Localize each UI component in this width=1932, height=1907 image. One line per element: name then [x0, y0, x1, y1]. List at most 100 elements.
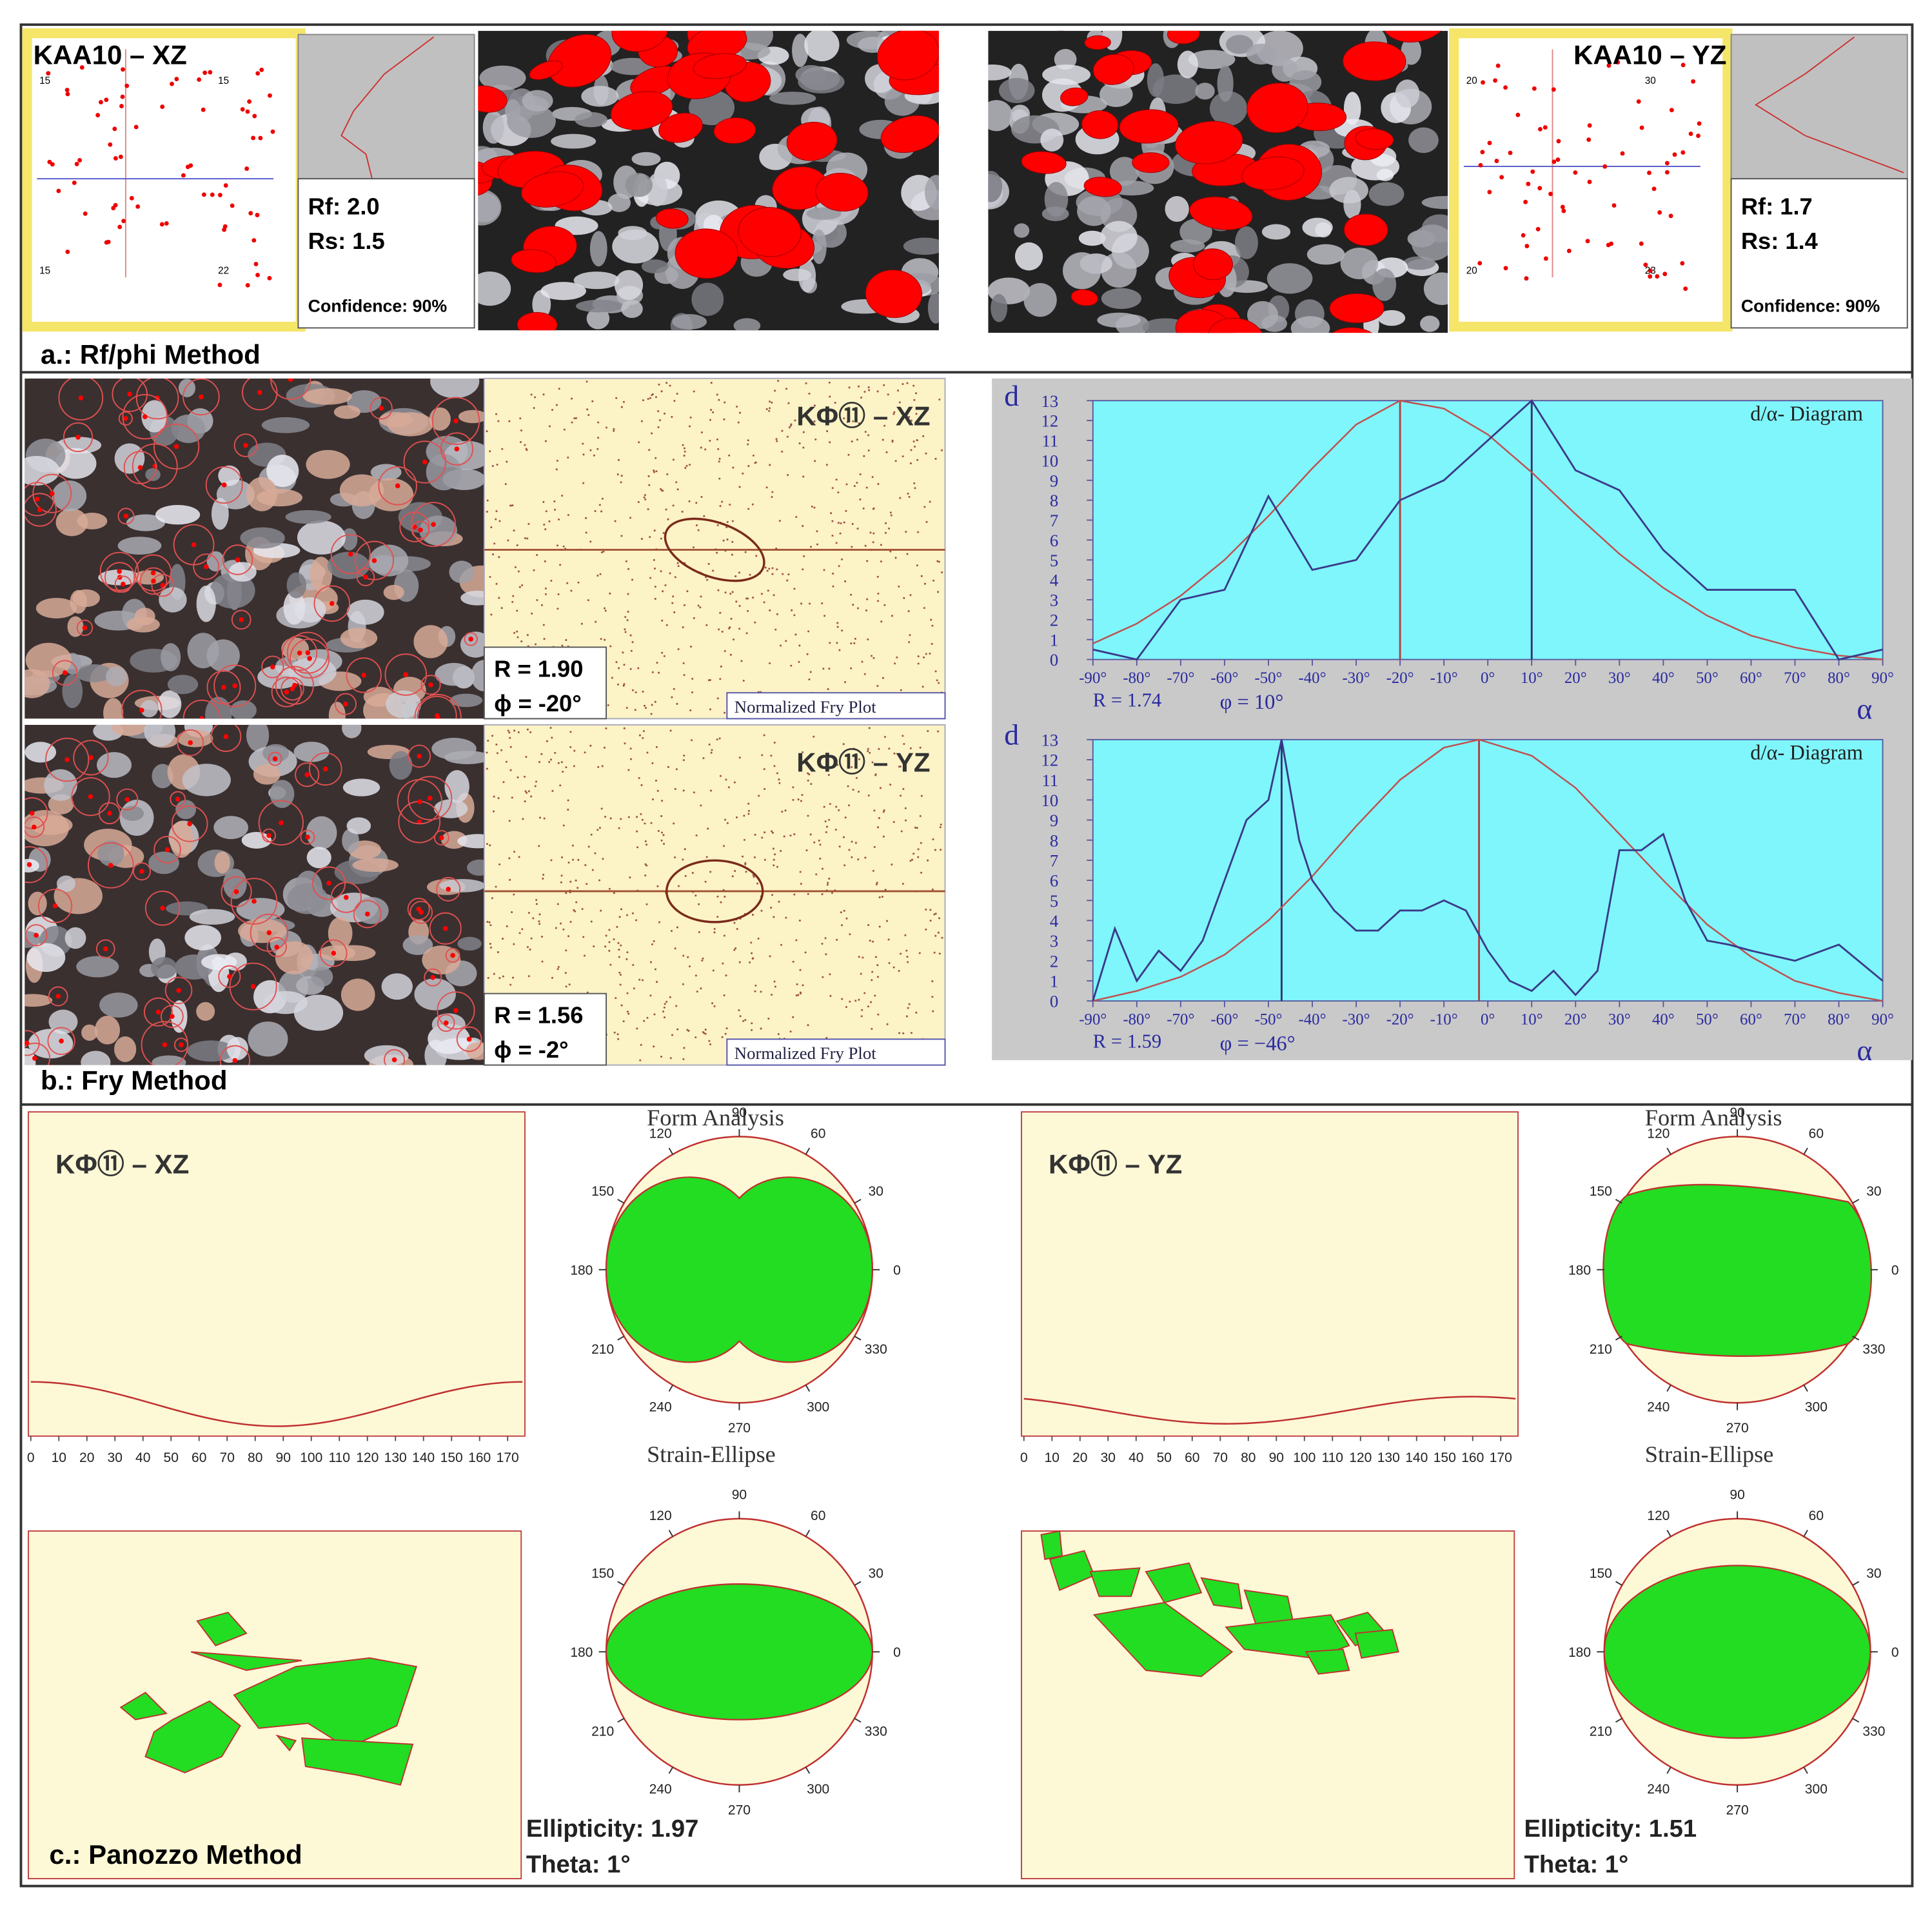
marked-grain — [865, 270, 923, 319]
fry-point — [500, 749, 503, 751]
fry-point — [908, 416, 911, 419]
grain — [167, 675, 199, 695]
fry-point — [719, 505, 722, 508]
grain — [672, 313, 707, 330]
fry-point — [827, 774, 830, 776]
scatter-dot — [56, 188, 61, 193]
fry-point — [676, 1028, 679, 1031]
grain-outline — [139, 567, 168, 595]
fry-point — [665, 508, 667, 511]
scatter-dot — [1681, 63, 1686, 68]
grain — [1267, 263, 1313, 294]
fry-point — [774, 390, 776, 392]
grain-center — [363, 574, 368, 580]
grain — [150, 957, 177, 979]
grain — [189, 909, 235, 925]
grain-outline — [99, 551, 139, 591]
scatter-dot — [1503, 85, 1508, 90]
fry-point — [513, 943, 515, 945]
fry-point — [673, 822, 675, 825]
grain-outline — [408, 744, 431, 768]
angle-label: 30 — [869, 1184, 883, 1199]
grain-outline — [121, 689, 163, 719]
grain — [97, 840, 124, 867]
fry-point — [663, 655, 665, 657]
fry-point — [626, 707, 628, 709]
grain — [1078, 230, 1106, 246]
grain — [206, 639, 240, 672]
fry-point — [573, 909, 575, 911]
grain — [159, 587, 187, 613]
scatter-dot — [217, 282, 222, 288]
scatter-dot — [197, 77, 202, 82]
fry-point — [654, 586, 656, 588]
grain-center — [34, 497, 40, 502]
fry-point — [658, 383, 660, 386]
fry-point — [929, 500, 931, 503]
fry-point — [548, 425, 551, 428]
fry-point — [802, 568, 804, 571]
fry-point — [852, 420, 854, 422]
grain-outline — [135, 378, 179, 420]
grain — [346, 817, 371, 835]
fry-point — [723, 418, 725, 420]
fry-point — [907, 610, 910, 613]
scatter-dot — [111, 206, 116, 211]
fry-point — [530, 937, 533, 940]
fry-point — [674, 787, 676, 790]
fry-point — [497, 420, 500, 422]
fry-point — [605, 934, 607, 937]
scatter-dot — [1480, 150, 1485, 155]
fry-point — [821, 867, 824, 870]
fry-point — [747, 610, 749, 613]
fry-point — [850, 667, 853, 669]
fry-point — [734, 870, 736, 873]
fry-point — [773, 742, 776, 744]
fry-point — [565, 766, 567, 769]
x-tick-label: 20° — [1564, 669, 1587, 687]
fry-point — [618, 916, 621, 918]
fry-point — [738, 1009, 740, 1012]
marked-grain — [1167, 30, 1200, 44]
scatter-dot — [124, 83, 130, 88]
fry-point — [637, 501, 640, 504]
fry-point — [914, 445, 916, 448]
grain-center — [468, 637, 473, 642]
angle-tick — [668, 1385, 674, 1392]
fry-point — [697, 529, 700, 531]
fry-point — [582, 453, 585, 456]
polar-title: Strain-Ellipse — [1645, 1441, 1774, 1467]
grain-center — [223, 734, 229, 739]
fry-point — [700, 595, 702, 598]
fry-point — [601, 765, 604, 767]
grain — [1372, 268, 1397, 301]
x-tick-label: 110 — [1322, 1450, 1344, 1465]
grain-center — [139, 869, 144, 874]
fry-point — [695, 834, 698, 836]
fry-point — [754, 462, 756, 464]
fry-point — [641, 979, 644, 982]
fry-point — [708, 1040, 711, 1042]
fry-point — [838, 845, 841, 848]
grain — [64, 927, 86, 949]
fry-point — [554, 508, 557, 511]
y-tick-label: 3 — [1050, 931, 1058, 951]
stats-box — [1730, 178, 1908, 329]
marked-grain — [1175, 121, 1243, 164]
fry-point — [660, 570, 662, 573]
fry-point — [495, 582, 498, 585]
angle-tick — [617, 1717, 625, 1723]
fry-point — [877, 592, 880, 595]
grain-center — [434, 713, 440, 718]
fry-point — [643, 496, 646, 499]
fry-point — [724, 650, 726, 653]
fry-point — [493, 542, 496, 545]
angle-tick — [1666, 1530, 1671, 1537]
fry-point — [753, 876, 755, 878]
grain-center — [251, 898, 257, 904]
grain-center — [304, 772, 310, 778]
scatter-dot — [1681, 150, 1686, 155]
fry-point — [557, 608, 559, 610]
fry-point — [669, 1057, 672, 1060]
fry-point — [642, 690, 644, 693]
